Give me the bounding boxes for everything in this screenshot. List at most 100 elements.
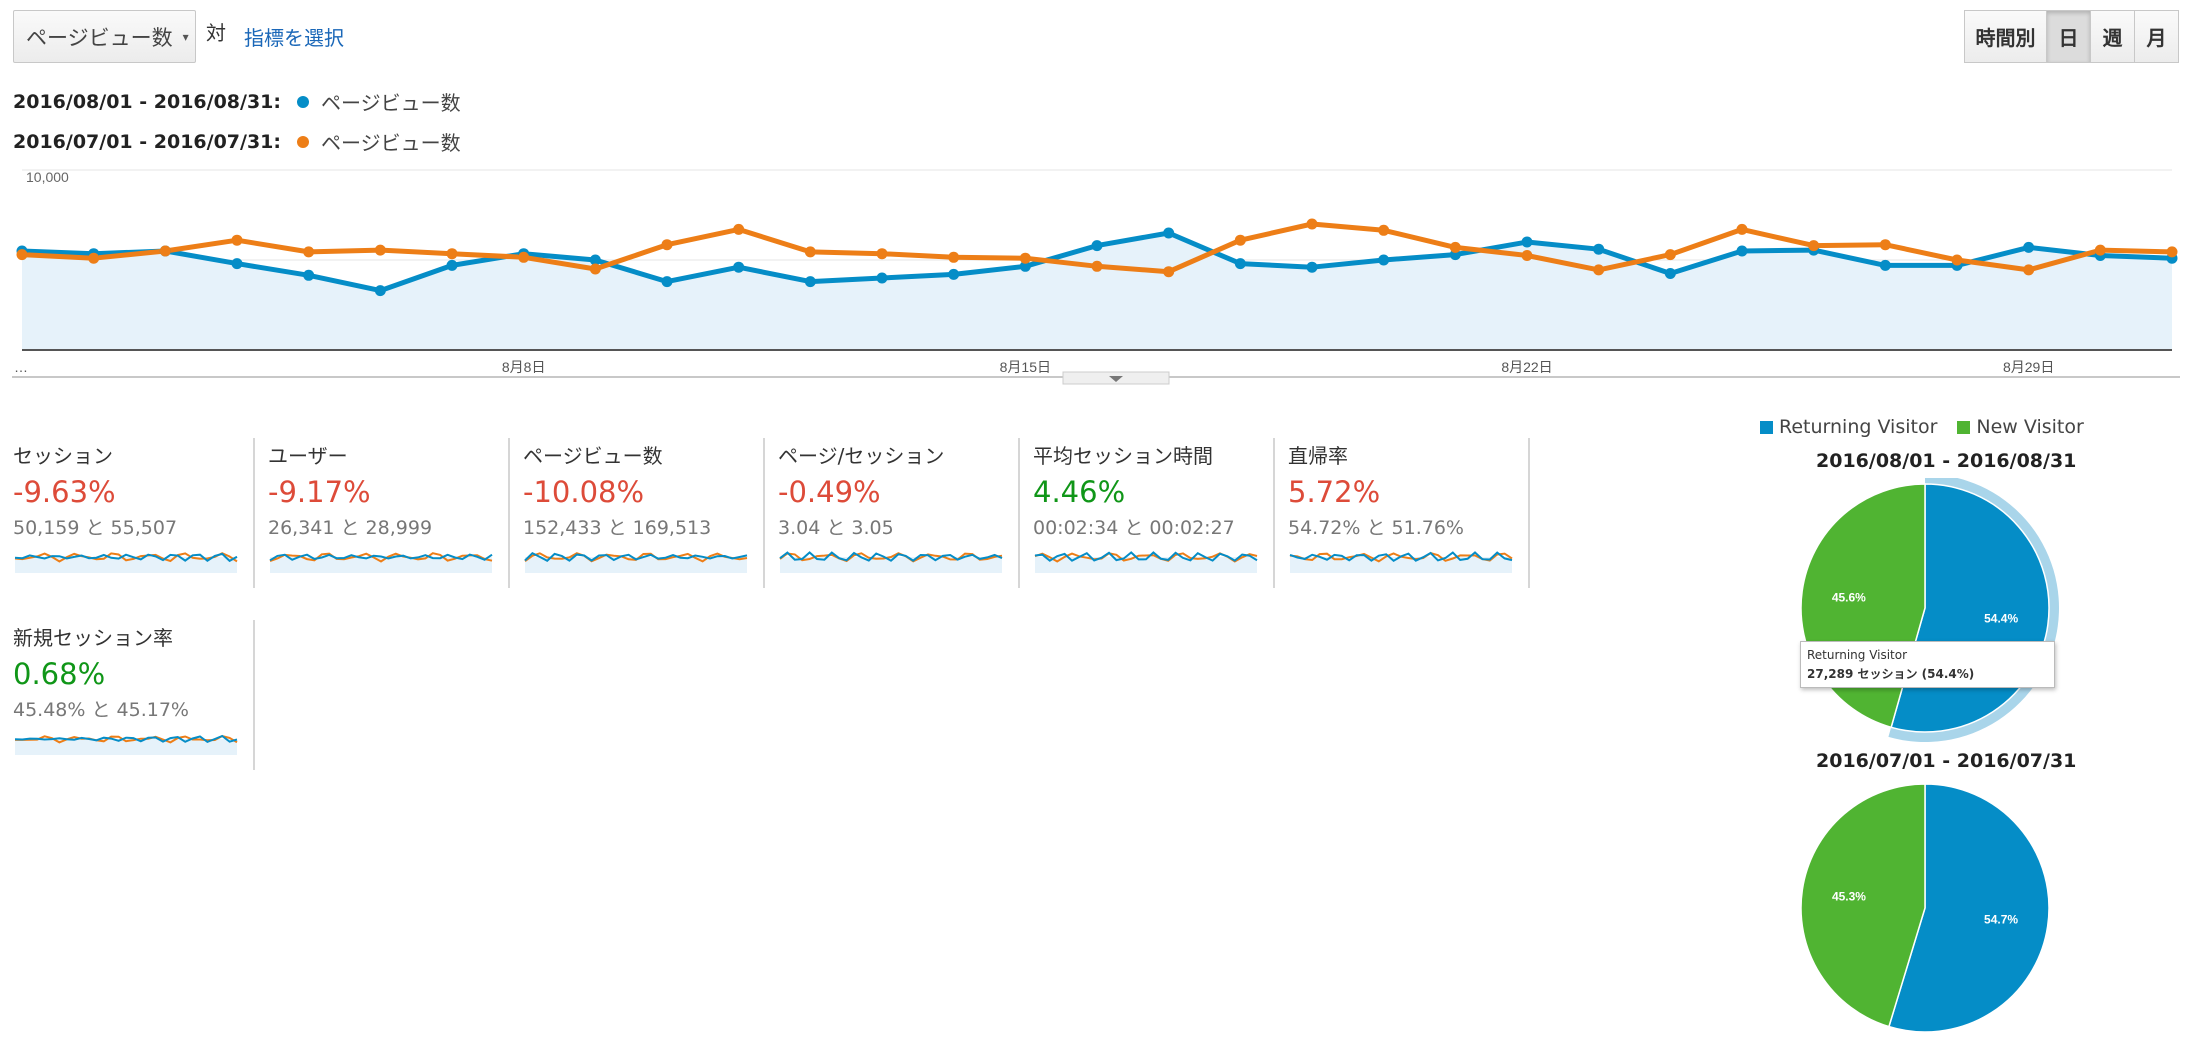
data-point[interactable]	[1306, 218, 1318, 230]
sparkline-line	[14, 734, 238, 744]
metric-select[interactable]: ページビュー数 ▾	[13, 10, 196, 63]
metric-change: -9.17%	[268, 475, 371, 509]
data-point[interactable]	[303, 246, 315, 258]
granularity-hourly-button[interactable]: 時間別	[1964, 10, 2047, 63]
pie-chart-current: 54.4% 45.6%	[1800, 478, 2059, 742]
data-point[interactable]	[2094, 244, 2106, 256]
data-point[interactable]	[374, 244, 386, 256]
sparkline-line	[1289, 551, 1513, 563]
metric-name: 平均セッション時間	[1033, 444, 1213, 468]
chevron-down-icon	[1109, 376, 1123, 382]
sparkline-area	[1290, 557, 1512, 573]
data-point[interactable]	[589, 263, 601, 275]
data-point[interactable]	[733, 223, 745, 235]
legend-range: 2016/08/01 - 2016/08/31:	[13, 90, 281, 113]
metric-card[interactable]: ユーザー -9.17% 26,341 と 28,999	[268, 440, 500, 574]
x-tick-label: 8月29日	[2003, 359, 2054, 375]
data-point[interactable]	[88, 252, 100, 264]
data-point[interactable]	[1378, 254, 1390, 266]
data-point[interactable]	[374, 285, 386, 297]
metric-card[interactable]: 直帰率 5.72% 54.72% と 51.76%	[1288, 440, 1520, 574]
x-tick-label: 8月15日	[1000, 359, 1051, 375]
data-point[interactable]	[876, 272, 888, 284]
data-point[interactable]	[2166, 246, 2178, 258]
data-point[interactable]	[1521, 236, 1533, 248]
data-point[interactable]	[518, 251, 530, 263]
data-point[interactable]	[1091, 240, 1103, 252]
granularity-week-button[interactable]: 週	[2090, 10, 2135, 63]
metric-card[interactable]: ページビュー数 -10.08% 152,433 と 169,513	[523, 440, 755, 574]
data-point[interactable]	[1521, 250, 1533, 261]
sparkline	[779, 551, 1003, 573]
data-point[interactable]	[1234, 234, 1246, 246]
metric-card[interactable]: ページ/セッション -0.49% 3.04 と 3.05	[778, 440, 1010, 574]
metric-name: ページ/セッション	[778, 444, 945, 468]
metric-change: 0.68%	[13, 657, 106, 691]
data-point[interactable]	[1378, 224, 1390, 236]
data-point[interactable]	[804, 246, 816, 258]
sparkline-area	[15, 739, 237, 755]
data-point[interactable]	[1951, 254, 1963, 266]
data-point[interactable]	[1019, 252, 1031, 264]
pie-legend-returning: Returning Visitor	[1779, 416, 1938, 438]
metric-values: 3.04 と 3.05	[778, 517, 894, 539]
data-point[interactable]	[733, 261, 745, 273]
data-point[interactable]	[876, 248, 888, 260]
pie-slice[interactable]	[1887, 783, 2050, 1033]
pie-slice[interactable]	[1800, 783, 1926, 1028]
data-point[interactable]	[1019, 260, 1031, 272]
data-point[interactable]	[1306, 261, 1318, 273]
data-point[interactable]	[661, 239, 673, 251]
select-metric-link[interactable]: 指標を選択	[244, 26, 344, 50]
data-point[interactable]	[1593, 264, 1605, 276]
pie-title-current: 2016/08/01 - 2016/08/31	[1816, 450, 2077, 472]
data-point[interactable]	[1736, 245, 1748, 257]
metric-divider	[508, 438, 510, 588]
metric-divider	[253, 438, 255, 588]
sparkline-line	[1034, 551, 1258, 562]
pie-chart-previous: 54.7% 45.3%	[1800, 783, 2050, 1033]
data-point[interactable]	[1808, 240, 1820, 252]
metric-card[interactable]: セッション -9.63% 50,159 と 55,507	[13, 440, 245, 574]
data-point[interactable]	[948, 251, 960, 263]
data-point[interactable]	[1449, 241, 1461, 253]
data-point[interactable]	[804, 276, 816, 288]
sparkline-line	[524, 551, 748, 563]
granularity-month-button[interactable]: 月	[2134, 10, 2179, 63]
data-point[interactable]	[1879, 239, 1891, 251]
metric-name: ページビュー数	[523, 444, 663, 468]
data-point[interactable]	[1736, 223, 1748, 235]
data-point[interactable]	[1163, 227, 1175, 239]
data-point[interactable]	[661, 276, 673, 288]
x-tick-label: …	[14, 359, 28, 375]
data-point[interactable]	[1234, 258, 1246, 270]
data-point[interactable]	[446, 259, 458, 271]
data-point[interactable]	[2023, 241, 2035, 253]
sparkline-area	[15, 557, 237, 573]
data-point[interactable]	[948, 268, 960, 280]
data-point[interactable]	[159, 245, 171, 257]
legend-range: 2016/07/01 - 2016/07/31:	[13, 130, 281, 153]
data-point[interactable]	[1163, 266, 1175, 278]
data-point[interactable]	[589, 254, 601, 266]
data-point[interactable]	[1091, 260, 1103, 272]
pie-slice-label: 54.4%	[1984, 612, 2018, 626]
metric-name: 直帰率	[1288, 444, 1348, 468]
data-point[interactable]	[303, 269, 315, 281]
metric-card[interactable]: 平均セッション時間 4.46% 00:02:34 と 00:02:27	[1033, 440, 1265, 574]
granularity-day-button[interactable]: 日	[2046, 10, 2091, 63]
data-point[interactable]	[16, 249, 28, 261]
data-point[interactable]	[446, 248, 458, 260]
data-point[interactable]	[231, 258, 243, 270]
data-point[interactable]	[1593, 243, 1605, 255]
data-point[interactable]	[1879, 259, 1891, 271]
data-point[interactable]	[1664, 268, 1676, 279]
data-point[interactable]	[2023, 264, 2035, 276]
metric-card[interactable]: 新規セッション率 0.68% 45.48% と 45.17%	[13, 622, 245, 756]
legend-previous-period: 2016/07/01 - 2016/07/31: ページビュー数	[13, 127, 461, 156]
data-point[interactable]	[231, 234, 243, 246]
metric-values: 26,341 と 28,999	[268, 517, 433, 539]
data-point[interactable]	[1664, 249, 1676, 261]
sparkline	[1289, 551, 1513, 573]
